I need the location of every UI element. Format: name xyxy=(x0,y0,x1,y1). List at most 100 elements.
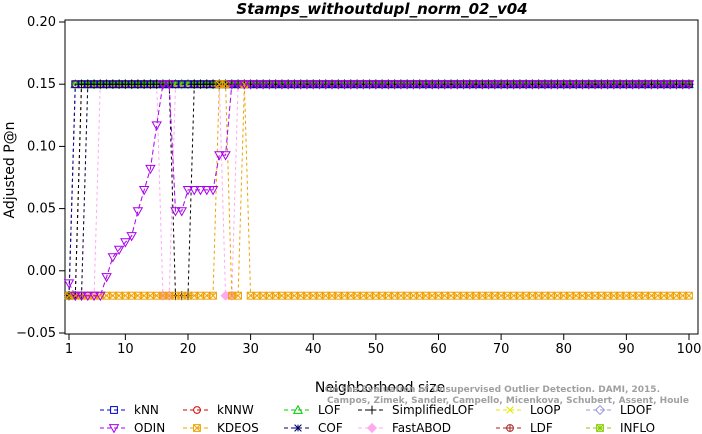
data-point xyxy=(506,406,514,414)
y-tick-label: 0.20 xyxy=(27,15,56,30)
data-point xyxy=(376,80,388,90)
data-point xyxy=(520,80,532,90)
data-point xyxy=(389,80,400,90)
legend-item-knnw: kNNW xyxy=(183,403,254,417)
data-point xyxy=(464,80,476,90)
data-point xyxy=(502,80,513,90)
data-point xyxy=(366,422,378,434)
legend-label: ODIN xyxy=(134,421,165,434)
data-point xyxy=(307,80,319,90)
x-tick-label: 30 xyxy=(242,342,259,357)
data-point xyxy=(495,80,507,90)
data-point xyxy=(70,291,81,302)
data-point xyxy=(251,80,263,90)
data-point xyxy=(445,80,457,90)
series-line xyxy=(68,83,689,296)
data-point xyxy=(264,80,275,90)
series-line xyxy=(69,83,689,297)
data-point xyxy=(107,253,119,263)
legend-item-fastabod: FastABOD xyxy=(358,421,451,434)
data-point xyxy=(351,80,363,90)
data-point xyxy=(326,80,338,90)
data-point xyxy=(113,245,125,256)
plot-frame xyxy=(64,19,699,335)
data-point xyxy=(295,80,306,90)
data-point xyxy=(120,238,131,248)
data-point xyxy=(358,80,369,90)
data-point xyxy=(506,424,514,432)
legend: kNN kNNW LOF SimplifiedLOF LoOP LDOF ODIN KDEOS… xyxy=(100,403,655,434)
y-tick-label: 0.15 xyxy=(27,77,56,92)
x-tick-label: 20 xyxy=(180,342,197,357)
legend-item-ldf: LDF xyxy=(496,421,553,434)
data-point xyxy=(292,404,304,414)
series-line xyxy=(68,83,689,296)
legend-item-odin: ODIN xyxy=(100,421,165,434)
data-point xyxy=(63,279,75,289)
data-point xyxy=(182,186,194,196)
data-point xyxy=(539,80,551,90)
data-point xyxy=(245,80,256,90)
data-point xyxy=(257,80,269,90)
data-point xyxy=(583,80,595,90)
data-point xyxy=(151,121,162,131)
legend-label: SimplifiedLOF xyxy=(392,403,474,417)
data-point xyxy=(145,164,156,175)
x-axis-label: Neighborhood size xyxy=(315,380,445,396)
y-axis: −0.05 0.00 0.05 0.10 0.15 0.20 xyxy=(16,15,65,341)
data-point xyxy=(270,80,281,90)
series-line xyxy=(69,83,689,297)
data-point xyxy=(314,80,325,90)
data-point xyxy=(677,80,688,90)
data-point xyxy=(195,186,206,196)
data-point xyxy=(545,80,557,90)
data-point xyxy=(370,80,382,90)
legend-label: KDEOS xyxy=(217,421,259,434)
data-point xyxy=(138,186,150,196)
data-point xyxy=(589,80,601,90)
data-point xyxy=(683,80,695,90)
data-point xyxy=(383,80,394,90)
data-point xyxy=(439,80,451,90)
x-tick-label: 100 xyxy=(677,342,702,357)
data-point xyxy=(188,186,200,196)
data-point xyxy=(508,80,519,90)
y-tick-label: 0.00 xyxy=(27,264,56,279)
series-line xyxy=(69,83,689,297)
x-tick-label: 50 xyxy=(368,342,385,357)
data-point xyxy=(685,291,693,300)
data-point xyxy=(627,80,638,90)
data-point xyxy=(452,80,463,90)
data-point xyxy=(226,80,238,90)
data-point xyxy=(170,207,181,217)
data-point xyxy=(214,151,225,161)
y-tick-label: −0.05 xyxy=(16,326,56,341)
legend-label: INFLO xyxy=(620,421,655,434)
data-point xyxy=(395,80,407,90)
data-point xyxy=(639,80,651,90)
data-point xyxy=(163,80,175,90)
data-point xyxy=(289,80,300,90)
data-point xyxy=(671,80,682,90)
legend-label: kNN xyxy=(134,403,159,417)
x-axis: 1 10 20 30 40 50 60 70 80 90 100 xyxy=(65,334,702,357)
data-point xyxy=(596,80,607,90)
data-point xyxy=(489,80,501,90)
data-point xyxy=(414,80,425,90)
data-point xyxy=(658,80,670,90)
data-point xyxy=(232,80,244,90)
watermark-line-2: On the Evaluation of Unsupervised Outlie… xyxy=(325,385,660,395)
series-layer xyxy=(63,78,695,302)
data-point xyxy=(596,424,604,432)
data-point xyxy=(95,291,106,302)
x-tick-label: 90 xyxy=(618,342,635,357)
data-point xyxy=(608,80,620,90)
chart-title: Stamps_withoutdupl_norm_02_v04 xyxy=(236,0,527,18)
data-point xyxy=(483,80,494,90)
legend-item-cof: COF xyxy=(284,421,343,434)
data-point xyxy=(345,80,357,90)
data-point xyxy=(220,151,231,161)
data-point xyxy=(577,80,588,90)
data-point xyxy=(646,80,657,90)
